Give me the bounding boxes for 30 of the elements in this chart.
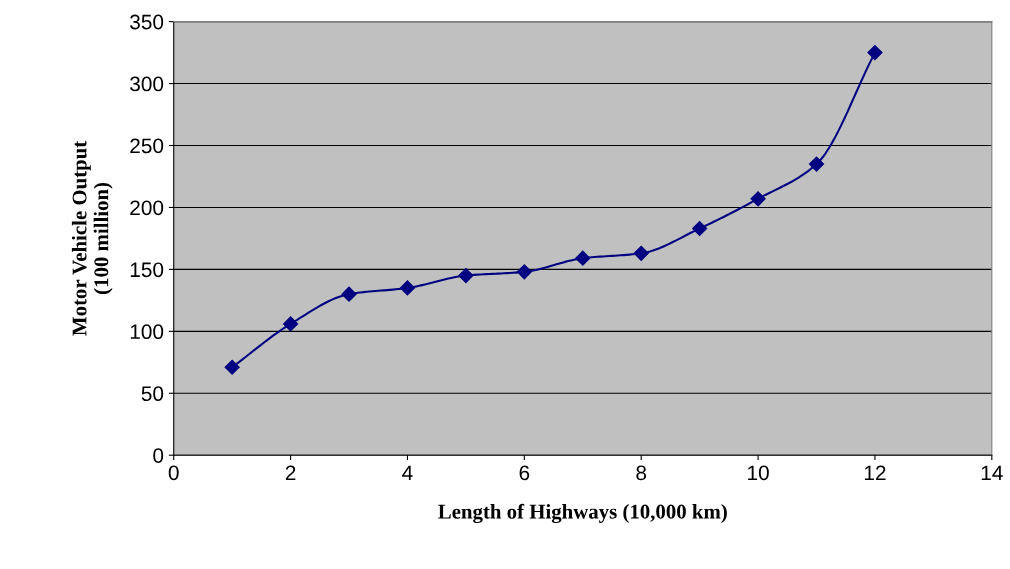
point xyxy=(399,280,416,296)
point xyxy=(750,191,766,207)
x-tick-label: 8 xyxy=(636,465,647,481)
x-axis-title: Length of Highways (10,000 km) xyxy=(438,503,727,524)
point xyxy=(633,245,649,261)
x-tick-label: 14 xyxy=(981,465,1003,481)
point xyxy=(516,264,532,280)
point xyxy=(341,286,357,302)
y-tick-label: 200 xyxy=(130,200,164,216)
y-tick-label: 350 xyxy=(130,14,164,30)
point xyxy=(692,220,708,237)
x-tick-label: 0 xyxy=(168,465,179,481)
y-tick-label: 50 xyxy=(141,386,164,402)
point xyxy=(458,268,474,284)
y-tick-label: 100 xyxy=(130,324,164,340)
y-tick-label: 0 xyxy=(153,448,164,463)
x-tick-label: 6 xyxy=(519,465,530,481)
y-axis-title: Motor Vehicle Output (100 million) xyxy=(71,140,113,336)
y-tick-label: 150 xyxy=(130,262,164,278)
y-tick-label: 250 xyxy=(130,138,164,154)
point xyxy=(575,250,591,266)
point xyxy=(867,45,883,61)
x-tick-label: 10 xyxy=(748,465,769,481)
x-tick-label: 4 xyxy=(402,465,413,481)
point xyxy=(808,156,825,172)
point xyxy=(224,359,240,375)
point xyxy=(283,316,299,332)
y-tick-label: 300 xyxy=(130,76,164,92)
x-tick-label: 2 xyxy=(285,465,296,481)
x-tick-label: 12 xyxy=(864,465,886,481)
